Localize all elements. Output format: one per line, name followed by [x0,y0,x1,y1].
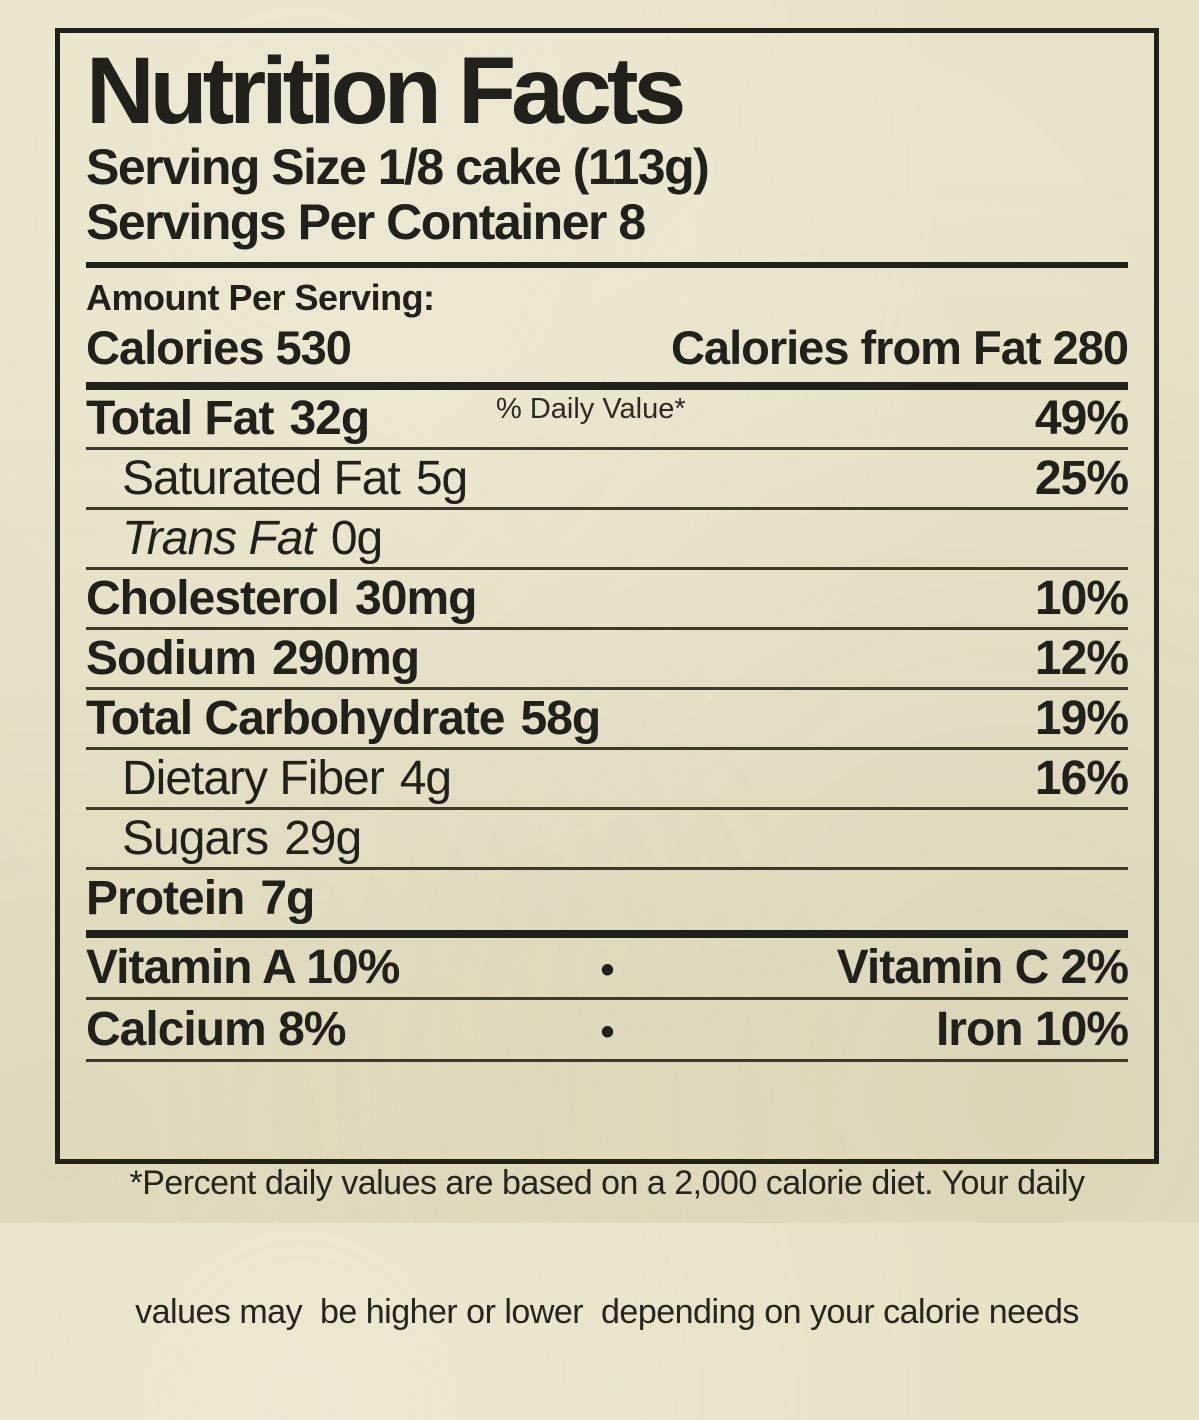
nutrient-name: Total Fat [86,391,274,445]
daily-value-footnote: *Percent daily values are based on a 2,0… [86,1062,1128,1420]
iron-value: Iron 10% [935,1002,1129,1056]
nutrient-name: Cholesterol [86,571,340,625]
nutrient-row-sugars: Sugars 29g [86,810,1128,870]
label-title: Nutrition Facts [86,38,686,144]
nutrient-daily-value: 10% [1034,571,1129,625]
nutrition-facts-label: Nutrition Facts Serving Size 1/8 cake (1… [55,28,1159,1331]
nutrient-daily-value: 25% [1034,451,1129,505]
vitamin-c-value: Vitamin C 2% [836,940,1129,994]
nutrient-name: Protein [86,871,245,925]
servings-per-container-text: Servings Per Container 8 [86,193,646,250]
nutrient-name: Saturated Fat [122,451,401,505]
vitamin-row-2: Calcium 8% • Iron 10% [86,1000,1129,1062]
nutrient-amount: 29g [284,811,362,865]
nutrient-amount: 32g [289,391,370,445]
calories-row: Calories 530 Calories from Fat 280 [86,319,1129,382]
nutrient-amount: 7g [260,871,315,925]
nutrient-amount: 4g [399,751,452,805]
nutrient-amount: 5g [415,451,468,505]
nutrient-row-trans-fat: Trans Fat 0g [86,510,1128,570]
footnote-line-1: *Percent daily values are based on a 2,0… [129,1163,1085,1202]
amount-per-serving-label: Amount Per Serving: [86,276,435,318]
nutrient-row-sodium: Sodium 290mg 12% [86,630,1129,690]
nutrient-amount: 0g [330,511,383,565]
calcium-value: Calcium 8% [86,1002,346,1056]
photo-background: { "colors": { "background": "#e8e2c7", "… [0,0,1199,1331]
daily-value-header: % Daily Value* [496,392,686,425]
vitamin-row-1: Vitamin A 10% • Vitamin C 2% [86,938,1129,1000]
nutrient-row-cholesterol: Cholesterol 30mg 10% [86,570,1129,630]
nutrient-daily-value: 49% [1034,391,1129,445]
nutrient-row-total-fat: % Daily Value* Total Fat 32g 49% [86,390,1129,450]
nutrient-row-protein: Protein 7g [86,870,1128,930]
divider-after-servings [86,261,1128,268]
nutrient-name: Sodium [86,631,257,685]
nutrient-amount: 58g [520,691,602,745]
divider-after-calories [86,381,1128,390]
nutrient-amount: 290mg [272,631,420,685]
vitamin-a-value: Vitamin A 10% [86,940,400,994]
nutrient-row-dietary-fiber: Dietary Fiber 4g 16% [86,750,1129,810]
divider-after-protein [86,929,1128,938]
nutrient-daily-value: 12% [1034,631,1129,685]
nutrient-name: Trans Fat [122,511,316,565]
serving-size-text: Serving Size 1/8 cake (113g) [86,138,710,195]
nutrient-name: Total Carbohydrate [86,691,505,745]
nutrient-row-saturated-fat: Saturated Fat 5g 25% [86,450,1129,510]
calories-value: Calories 530 [86,320,352,374]
nutrient-row-total-carbohydrate: Total Carbohydrate 58g 19% [86,690,1129,750]
nutrient-daily-value: 16% [1034,751,1129,805]
calories-from-fat-value: Calories from Fat 280 [670,320,1129,374]
bullet-separator: • [600,1009,614,1054]
nutrient-name: Dietary Fiber [122,751,385,805]
nutrient-amount: 30mg [355,571,477,625]
footnote-line-2: values may be higher or lower depending … [135,1292,1079,1331]
bullet-separator: • [600,947,614,992]
nutrient-name: Sugars [122,811,269,865]
nutrient-daily-value: 19% [1034,691,1129,745]
